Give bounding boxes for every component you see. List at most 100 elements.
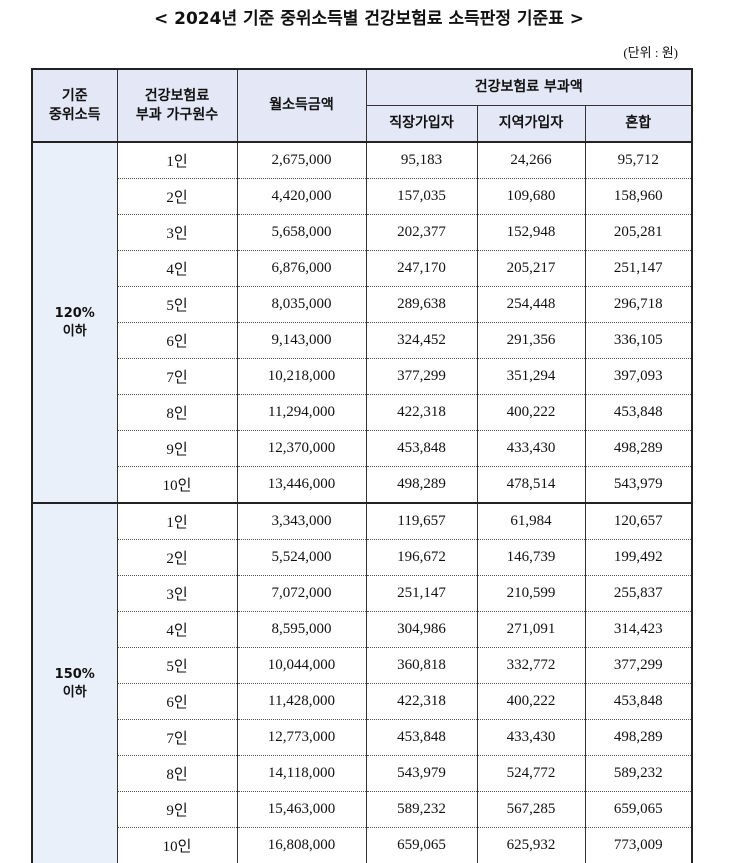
table-row: 직장가입자 지역가입자 혼합 — [32, 105, 693, 143]
table-cell: 202,377 — [365, 214, 478, 251]
table-row: 기준 중위소득 건강보험료 부과 가구원수 월소득금액 건강보험료 부과액 — [31, 68, 693, 143]
table-cell: 199,492 — [584, 539, 693, 576]
table-cell: 10,044,000 — [236, 647, 367, 684]
table-cell: 196,672 — [365, 539, 478, 576]
group-label-line: 이하 — [62, 684, 87, 700]
header-cell: 지역가입자 — [476, 105, 586, 143]
table-cell: 453,848 — [584, 394, 693, 431]
table-cell: 336,105 — [584, 322, 693, 359]
table: 기준 중위소득 건강보험료 부과 가구원수 월소득금액 건강보험료 부과액 직장가입자 지역가… — [31, 68, 693, 863]
table-row: 8인 14,118,000 543,979 524,772 589,232 — [32, 755, 693, 792]
group-label-line: 이하 — [62, 323, 87, 339]
table-cell: 332,772 — [476, 647, 586, 684]
table-cell: 12,370,000 — [236, 430, 367, 467]
table-cell: 8,595,000 — [236, 611, 367, 648]
table-cell: 4인 — [116, 611, 238, 648]
table-row: 5인 10,044,000 360,818 332,772 377,299 — [32, 647, 693, 684]
table-cell: 8,035,000 — [236, 286, 367, 323]
table-cell: 9,143,000 — [236, 322, 367, 359]
table-cell: 773,009 — [584, 827, 693, 863]
table-cell: 3인 — [116, 214, 238, 251]
table-cell: 2,675,000 — [236, 142, 367, 179]
table-cell: 314,423 — [584, 611, 693, 648]
table-cell: 5,524,000 — [236, 539, 367, 576]
header-cell: 건강보험료 부과액 — [365, 68, 693, 106]
table-cell: 13,446,000 — [236, 466, 367, 504]
table-cell: 9인 — [116, 430, 238, 467]
table-cell: 296,718 — [584, 286, 693, 323]
table-cell: 4인 — [116, 250, 238, 287]
table-cell: 95,712 — [584, 142, 693, 179]
table-cell: 120,657 — [584, 503, 693, 540]
table-row: 10인 13,446,000 498,289 478,514 543,979 — [32, 466, 693, 504]
table-row: 2인 4,420,000 157,035 109,680 158,960 — [32, 178, 693, 215]
table-cell: 543,979 — [584, 466, 693, 504]
table-cell: 377,299 — [365, 358, 478, 395]
table-cell: 422,318 — [365, 683, 478, 720]
table-cell: 157,035 — [365, 178, 478, 215]
table-cell: 254,448 — [476, 286, 586, 323]
header-cell: 직장가입자 — [365, 105, 478, 143]
table-cell: 119,657 — [365, 503, 478, 540]
table-cell: 304,986 — [365, 611, 478, 648]
unit-note: (단위 : 원) — [623, 45, 678, 60]
table-cell: 61,984 — [476, 503, 586, 540]
table-row: 7인 12,773,000 453,848 433,430 498,289 — [32, 719, 693, 756]
table-cell: 7인 — [116, 358, 238, 395]
table-cell: 659,065 — [365, 827, 478, 863]
table-cell: 351,294 — [476, 358, 586, 395]
table-cell: 498,289 — [365, 466, 478, 504]
header-cell-line: 중위소득 — [48, 106, 101, 123]
table-cell: 453,848 — [365, 430, 478, 467]
table-cell: 10인 — [116, 827, 238, 863]
header-cell: 월소득금액 — [236, 68, 367, 143]
table-cell: 11,294,000 — [236, 394, 367, 431]
table-cell: 6인 — [116, 683, 238, 720]
table-row: 3인 5,658,000 202,377 152,948 205,281 — [32, 214, 693, 251]
table-row: 8인 11,294,000 422,318 400,222 453,848 — [32, 394, 693, 431]
table-cell: 8인 — [116, 755, 238, 792]
table-cell: 1인 — [116, 142, 238, 179]
table-row: 2인 5,524,000 196,672 146,739 199,492 — [32, 539, 693, 576]
table-cell: 397,093 — [584, 358, 693, 395]
table-cell: 109,680 — [476, 178, 586, 215]
table-cell: 9인 — [116, 791, 238, 828]
table-cell: 625,932 — [476, 827, 586, 863]
table-cell: 6,876,000 — [236, 250, 367, 287]
header-cell-line: 부과 가구원수 — [135, 106, 219, 123]
title: < 2024년 기준 중위소득별 건강보험료 소득판정 기준표 > — [153, 9, 585, 29]
table-cell: 14,118,000 — [236, 755, 367, 792]
table-cell: 659,065 — [584, 791, 693, 828]
table-cell: 152,948 — [476, 214, 586, 251]
table-cell: 15,463,000 — [236, 791, 367, 828]
table-row: 6인 9,143,000 324,452 291,356 336,105 — [32, 322, 693, 359]
table-cell: 5인 — [116, 647, 238, 684]
table-cell: 95,183 — [365, 142, 478, 179]
table-cell: 210,599 — [476, 575, 586, 612]
table-cell: 422,318 — [365, 394, 478, 431]
table-cell: 4,420,000 — [236, 178, 367, 215]
table-cell: 24,266 — [476, 142, 586, 179]
group-label: 120% 이하 — [31, 142, 118, 504]
group-label-line: 120% — [54, 305, 95, 321]
table-cell: 3인 — [116, 575, 238, 612]
header-cell-line: 건강보험료 — [144, 87, 210, 104]
table-cell: 7,072,000 — [236, 575, 367, 612]
table-cell: 247,170 — [365, 250, 478, 287]
table-cell: 453,848 — [584, 683, 693, 720]
table-cell: 205,217 — [476, 250, 586, 287]
table-cell: 453,848 — [365, 719, 478, 756]
table-cell: 498,289 — [584, 719, 693, 756]
table-cell: 289,638 — [365, 286, 478, 323]
table-cell: 360,818 — [365, 647, 478, 684]
table-cell: 271,091 — [476, 611, 586, 648]
header-cell-line: 기준 — [61, 87, 88, 104]
table-cell: 10인 — [116, 466, 238, 504]
table-cell: 146,739 — [476, 539, 586, 576]
table-row: 120% 이하 1인 2,675,000 95,183 24,266 95,712 — [31, 142, 693, 504]
table-cell: 543,979 — [365, 755, 478, 792]
table-cell: 16,808,000 — [236, 827, 367, 863]
table-cell: 400,222 — [476, 683, 586, 720]
